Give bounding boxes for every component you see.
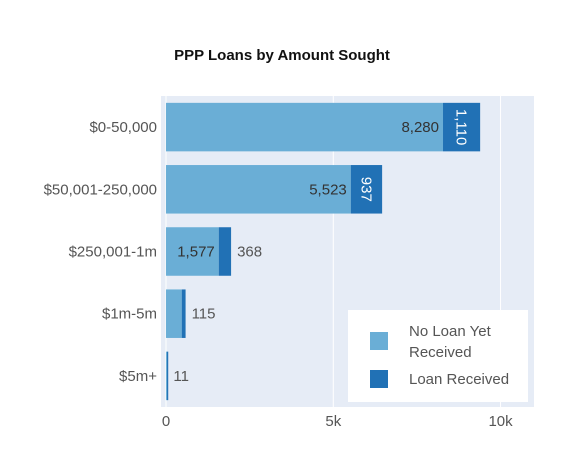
category-label: $5m+ xyxy=(119,368,157,385)
bars xyxy=(166,102,481,401)
value-label-no-loan: 1,577 xyxy=(177,244,215,261)
category-label: $250,001-1m xyxy=(69,244,157,261)
bar-no-loan-yet-received xyxy=(166,351,168,401)
category-label: $50,001-250,000 xyxy=(44,181,157,198)
bar-no-loan-yet-received xyxy=(166,102,444,152)
bar-loan-received xyxy=(167,351,169,401)
bar-loan-received xyxy=(443,102,481,152)
value-label-loan-received: 937 xyxy=(357,177,374,202)
bar-loan-received xyxy=(218,227,232,276)
category-labels: $0-50,000 $50,001-250,000 $250,001-1m $1m-5… xyxy=(44,119,158,385)
legend-label-no-loan: No Loan Yet Received xyxy=(409,323,492,361)
legend-swatch-loan-received xyxy=(370,370,388,388)
bar-no-loan-yet-received xyxy=(166,227,219,276)
bar-loan-received xyxy=(181,289,186,338)
bar-loan-received xyxy=(350,165,383,214)
category-label: $1m-5m xyxy=(102,306,157,323)
value-label-loan-received: 1,110 xyxy=(453,109,470,145)
bar-no-loan-yet-received xyxy=(166,289,182,338)
legend: No Loan Yet Received Loan Received xyxy=(348,310,528,402)
chart-title: PPP Loans by Amount Sought xyxy=(174,47,390,64)
value-labels: 8,280 1,110 5,523 937 1,577 368 115 11 xyxy=(173,109,469,385)
x-tick-label: 5k xyxy=(325,413,341,430)
value-label-no-loan: 5,523 xyxy=(309,181,347,198)
legend-label-loan-received: Loan Received xyxy=(409,371,509,388)
x-tick-labels: 0 5k 10k xyxy=(162,413,513,430)
value-label-loan-received: 11 xyxy=(173,368,189,385)
x-tick-label: 10k xyxy=(488,413,513,430)
bar-no-loan-yet-received xyxy=(166,165,351,214)
value-label-loan-received: 115 xyxy=(192,306,216,323)
category-label: $0-50,000 xyxy=(89,119,157,136)
x-tick-label: 0 xyxy=(162,413,170,430)
value-label-loan-received: 368 xyxy=(237,244,262,261)
legend-swatch-no-loan xyxy=(370,332,388,350)
value-label-no-loan: 8,280 xyxy=(401,119,439,136)
